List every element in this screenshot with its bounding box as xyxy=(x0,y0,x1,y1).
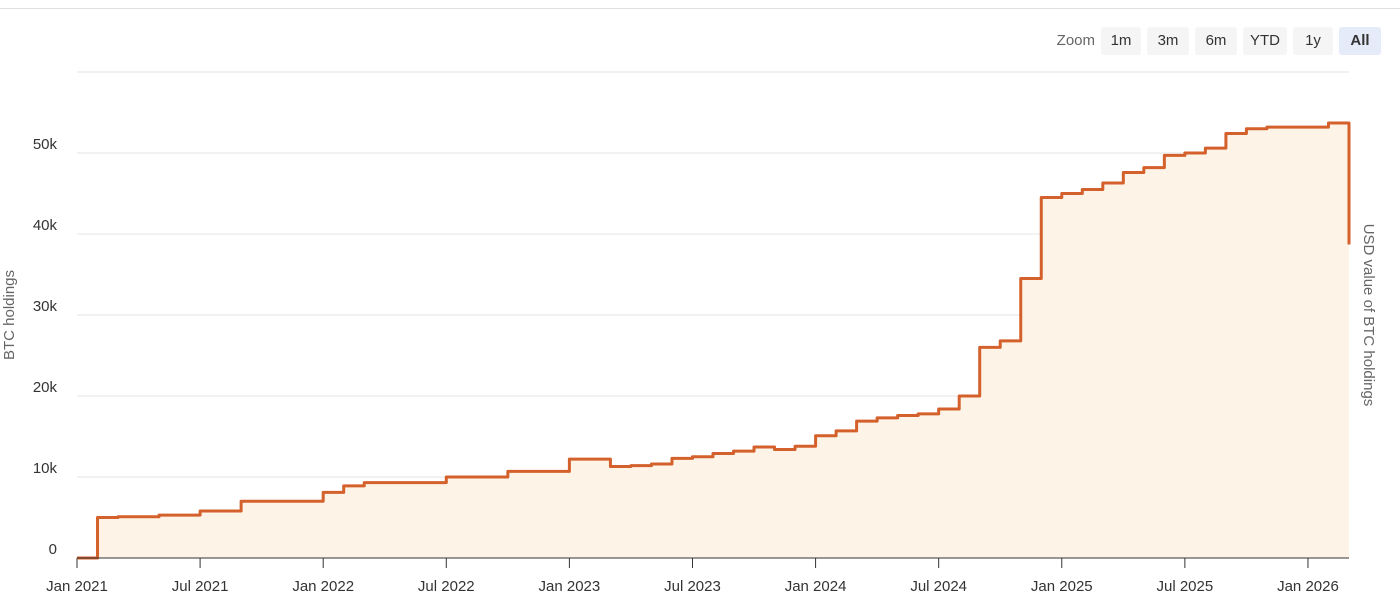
y-tick-label: 50k xyxy=(33,136,58,153)
x-tick-label: Jul 2021 xyxy=(172,578,229,595)
x-tick-label: Jul 2022 xyxy=(418,578,475,595)
zoom-button[interactable] xyxy=(1147,27,1189,55)
y2-axis-label: USD value of BTC holdings xyxy=(1360,224,1377,407)
x-tick-label: Jul 2025 xyxy=(1157,578,1214,595)
y-tick-label: 40k xyxy=(33,217,58,234)
zoom-button-label[interactable]: 3m xyxy=(1158,32,1179,49)
x-tick-label: Jan 2022 xyxy=(292,578,354,595)
zoom-button-label[interactable]: 1m xyxy=(1111,32,1132,49)
y-axis-label: BTC holdings xyxy=(1,270,18,360)
x-tick-label: Jul 2024 xyxy=(910,578,967,595)
x-tick-label: Jul 2023 xyxy=(664,578,721,595)
y-tick-label: 30k xyxy=(33,298,58,315)
zoom-button[interactable] xyxy=(1293,27,1333,55)
zoom-button[interactable] xyxy=(1339,27,1381,55)
zoom-button-label[interactable]: YTD xyxy=(1250,32,1280,49)
zoom-label: Zoom xyxy=(1057,32,1095,49)
x-tick-label: Jan 2025 xyxy=(1031,578,1093,595)
x-tick-label: Jan 2023 xyxy=(539,578,601,595)
zoom-button[interactable] xyxy=(1195,27,1237,55)
y-tick-label: 20k xyxy=(33,379,58,396)
x-tick-label: Jan 2026 xyxy=(1277,578,1339,595)
y-tick-label: 10k xyxy=(33,460,58,477)
x-tick-label: Jan 2024 xyxy=(785,578,847,595)
area xyxy=(77,123,1349,558)
zoom-button-label[interactable]: All xyxy=(1350,32,1369,49)
y-tick-label: 0 xyxy=(49,541,57,558)
zoom-button[interactable] xyxy=(1101,27,1141,55)
zoom-button[interactable] xyxy=(1243,27,1287,55)
zoom-button-label[interactable]: 1y xyxy=(1305,32,1321,49)
line xyxy=(77,121,1351,560)
zoom-button-label[interactable]: 6m xyxy=(1206,32,1227,49)
x-tick-label: Jan 2021 xyxy=(46,578,108,595)
